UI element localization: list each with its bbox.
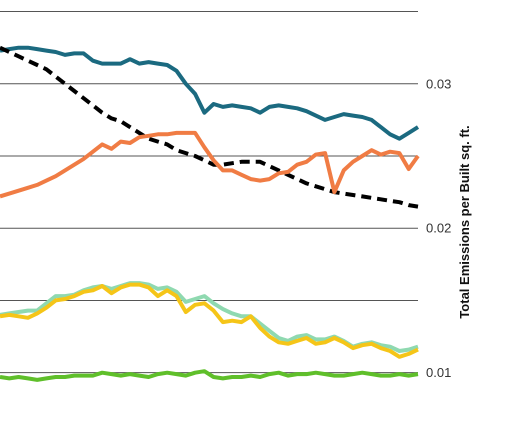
series-line-1 — [0, 45, 420, 141]
series-line-3 — [0, 130, 420, 199]
y-tick-label: 0.03 — [426, 76, 451, 91]
series-line-5 — [0, 282, 419, 359]
series-line-2 — [0, 45, 419, 209]
series-line-4 — [0, 281, 419, 353]
y-axis-ticks: 0.01 0.02 0.03 — [426, 76, 451, 380]
y-tick-label: 0.01 — [426, 365, 451, 380]
gridlines — [0, 11, 418, 374]
y-axis-title: Total Emissions per Built sq. ft. — [457, 125, 472, 318]
series-lines — [0, 45, 420, 382]
series-line-6 — [0, 369, 419, 382]
y-tick-label: 0.02 — [426, 221, 451, 236]
